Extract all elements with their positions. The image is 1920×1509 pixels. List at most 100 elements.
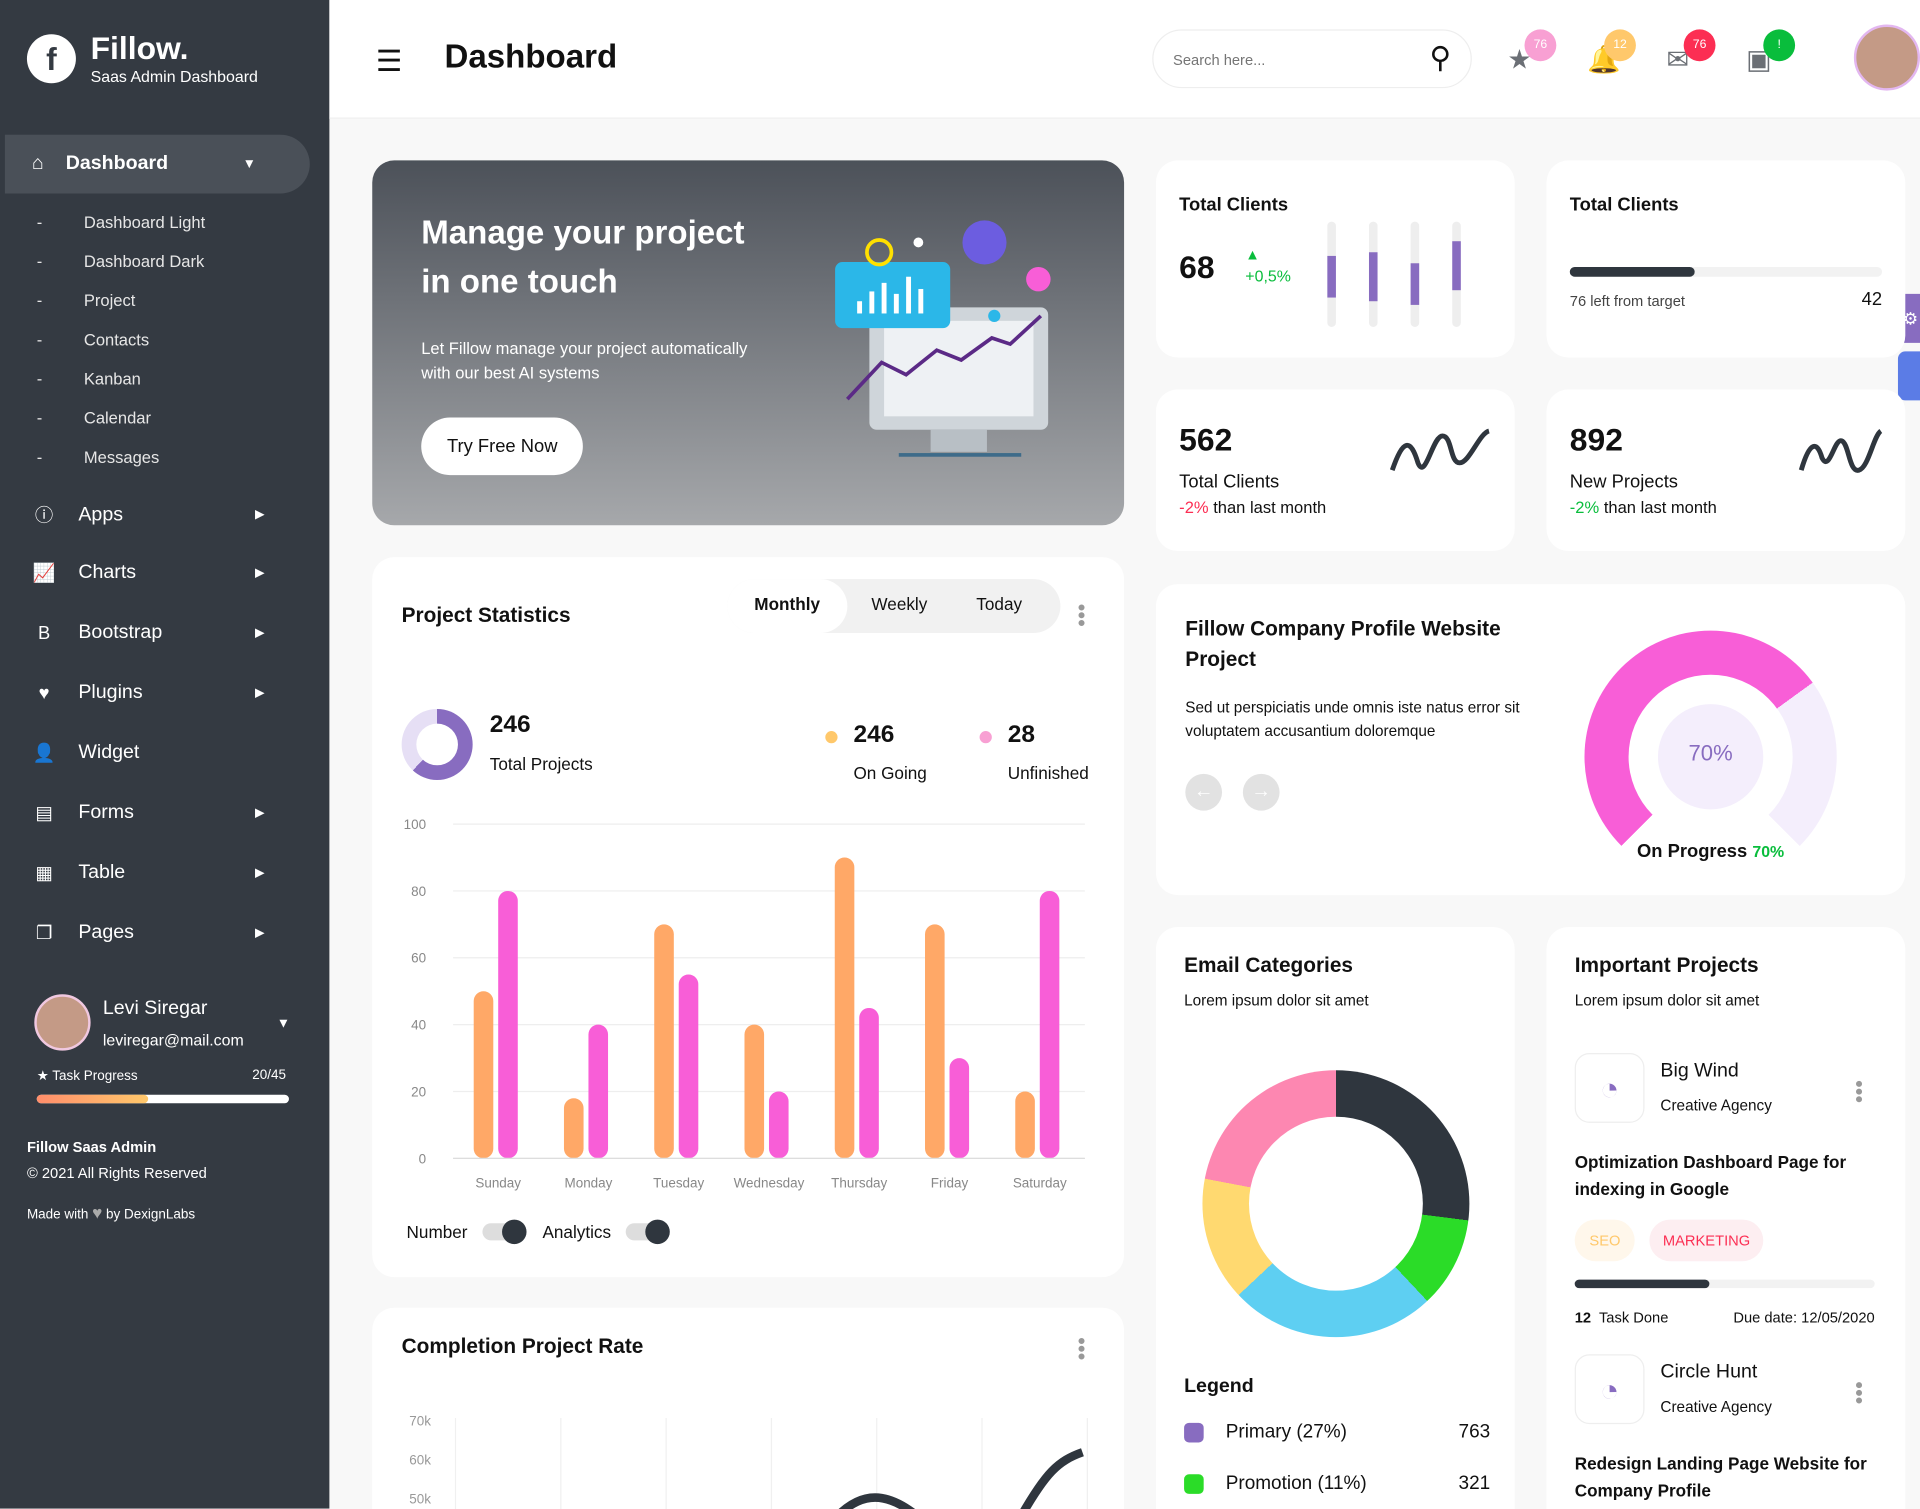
home-icon: ⌂ <box>31 153 44 174</box>
search-box: ⚲ <box>1152 29 1472 89</box>
sparkline <box>1798 428 1883 473</box>
bar-wednesday-0 <box>744 1024 765 1159</box>
tag-seo[interactable]: SEO <box>1574 1219 1636 1262</box>
card-title: Total Clients <box>1179 194 1289 216</box>
tag-marketing[interactable]: MARKETING <box>1649 1219 1764 1262</box>
more-options-icon[interactable]: ••• <box>1846 1381 1872 1405</box>
completion-line-chart: 70k 60k 50k <box>409 1413 1088 1509</box>
bar-thursday-1 <box>859 1007 879 1159</box>
y-tick-label: 80 <box>411 884 426 899</box>
sidebar-item-widget[interactable]: 👤 Widget <box>32 742 265 764</box>
sidebar-subitem[interactable]: - Contacts <box>36 330 150 349</box>
x-tick-label: Saturday <box>1013 1176 1067 1191</box>
heart-icon: ♥ <box>38 682 50 704</box>
sidebar-item-label: Pages <box>78 922 134 943</box>
sidebar-item-bootstrap[interactable]: B Bootstrap ▶ <box>32 622 265 644</box>
important-projects-card: Important Projects Lorem ipsum dolor sit… <box>1546 926 1906 1509</box>
card-change: -2% than last month <box>1569 498 1717 517</box>
sidebar-item-table[interactable]: ▦ Table ▶ <box>32 862 265 884</box>
star-icon[interactable]: ★ 76 <box>1507 29 1557 76</box>
card-change: +0,5% <box>1245 266 1291 286</box>
analytics-toggle[interactable] <box>625 1219 670 1245</box>
bar-sunday-0 <box>473 991 494 1159</box>
sidebar-item-plugins[interactable]: ♥ Plugins ▶ <box>32 682 265 704</box>
sidebar-item-dashboard[interactable]: ⌂ Dashboard ▼ <box>4 134 310 194</box>
email-donut-chart <box>1202 1070 1470 1338</box>
theme-toggle-icon[interactable] <box>1897 351 1920 401</box>
profile-avatar[interactable] <box>1853 24 1920 91</box>
sidebar-subitem[interactable]: - Calendar <box>36 408 151 428</box>
sidebar-subitem-label: Messages <box>83 448 160 467</box>
search-icon[interactable]: ⚲ <box>1429 41 1452 75</box>
legend-value: 763 <box>1458 1421 1491 1443</box>
sidebar-subitem[interactable]: - Dashboard Dark <box>36 252 205 271</box>
project-task: Optimization Dashboard Page for indexing… <box>1574 1152 1847 1199</box>
card-value: 892 <box>1569 421 1623 458</box>
ongoing-label: On Going <box>853 762 927 783</box>
sidebar-item-pages[interactable]: ❐ Pages ▶ <box>32 922 265 944</box>
legend-title: Legend <box>1184 1376 1254 1398</box>
bell-icon[interactable]: 🔔 12 <box>1587 29 1636 76</box>
total-clients-target-card: Total Clients 76 left from target 42 <box>1546 160 1906 358</box>
info-icon: ⓘ <box>34 505 54 527</box>
more-options-icon[interactable]: ••• <box>1068 1337 1094 1361</box>
y-tick-label: 20 <box>411 1084 426 1099</box>
hamburger-icon[interactable]: ☰ <box>375 45 403 79</box>
task-progress-label: ★ Task Progress <box>36 1068 138 1084</box>
sidebar-subitem[interactable]: - Project <box>36 291 136 310</box>
notification-badge: 12 <box>1604 29 1636 62</box>
card-value: 562 <box>1179 421 1233 458</box>
next-arrow-button[interactable]: → <box>1242 773 1280 811</box>
bar-sunday-1 <box>498 890 518 1159</box>
search-input[interactable] <box>1173 47 1406 73</box>
notification-badge: 76 <box>1524 29 1557 62</box>
x-tick-label: Thursday <box>831 1176 887 1191</box>
project-logo-icon: ◔ <box>1574 1053 1645 1123</box>
mail-icon[interactable]: ✉ 76 <box>1667 29 1716 76</box>
sidebar-subitem[interactable]: - Kanban <box>36 369 141 389</box>
more-options-icon[interactable]: ••• <box>1846 1080 1872 1104</box>
footer-title: Fillow Saas Admin <box>26 1138 157 1156</box>
caret-right-icon: ▶ <box>255 866 265 880</box>
bar-monday-0 <box>563 1098 584 1159</box>
user-avatar[interactable] <box>34 994 91 1051</box>
sidebar-item-apps[interactable]: ⓘ Apps ▶ <box>32 502 265 528</box>
sidebar-subitem[interactable]: - Messages <box>36 448 160 467</box>
card-label: New Projects <box>1569 471 1678 493</box>
sidebar: f Fillow. Saas Admin Dashboard ⌂ Dashboar… <box>0 0 330 1509</box>
analytics-toggle-label: Analytics <box>542 1222 612 1242</box>
ongoing-dot <box>825 731 838 744</box>
sidebar-item-label: Bootstrap <box>78 622 163 643</box>
hero-title: Manage your project <box>421 214 745 252</box>
notification-badge: ! <box>1763 29 1796 62</box>
try-free-button[interactable]: Try Free Now <box>421 417 584 476</box>
user-menu-icon[interactable]: ▼ <box>276 1016 291 1032</box>
bar-thursday-0 <box>834 857 855 1159</box>
card-title: Important Projects <box>1574 953 1759 978</box>
legend-item: Promotion (11%) 321 <box>1184 1473 1490 1495</box>
y-tick-label: 60 <box>411 951 426 966</box>
legend-label: Primary (27%) <box>1225 1421 1347 1443</box>
legend-swatch <box>1184 1474 1204 1494</box>
project-logo-icon: ◔ <box>1574 1354 1645 1425</box>
prev-arrow-button[interactable]: ← <box>1185 773 1223 811</box>
sidebar-item-label: Forms <box>78 802 134 823</box>
hero-title-2: in one touch <box>421 263 618 301</box>
calendar-icon[interactable]: ▣! <box>1746 29 1796 76</box>
sidebar-item-forms[interactable]: ▤ Forms ▶ <box>32 802 264 824</box>
tab-weekly[interactable]: Weekly <box>871 593 928 614</box>
project-task: Redesign Landing Page Website for Compan… <box>1574 1453 1867 1501</box>
legend-swatch <box>1184 1422 1204 1443</box>
more-options-icon[interactable]: ••• <box>1068 603 1094 627</box>
caret-right-icon: ▶ <box>255 626 265 640</box>
bar-friday-1 <box>949 1058 970 1159</box>
sidebar-item-charts[interactable]: 📈 Charts ▶ <box>32 562 265 584</box>
number-toggle[interactable] <box>482 1219 527 1245</box>
total-projects-value: 246 <box>489 711 531 739</box>
legend-label: Promotion (11%) <box>1225 1473 1367 1494</box>
tab-today[interactable]: Today <box>976 593 1023 614</box>
unfinished-value: 28 <box>1007 721 1036 749</box>
brand-tagline: Saas Admin Dashboard <box>90 67 258 86</box>
tab-monthly[interactable]: Monthly <box>727 579 847 634</box>
sidebar-subitem[interactable]: - Dashboard Light <box>36 213 206 232</box>
